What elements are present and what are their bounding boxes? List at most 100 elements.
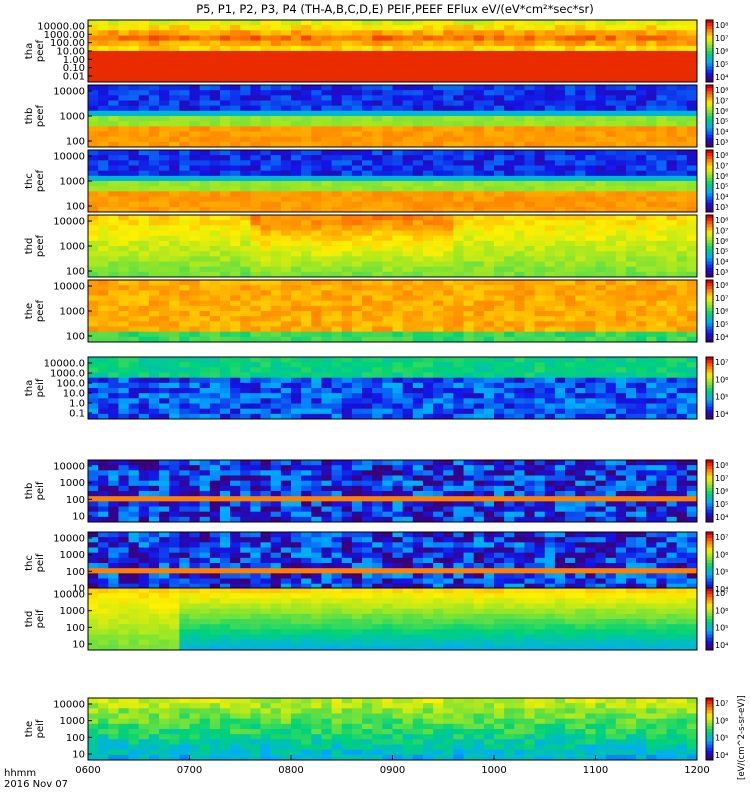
heatmap-cell [362, 506, 373, 513]
heatmap-cell [311, 501, 322, 507]
y-tick-label: 100 [66, 267, 85, 278]
heatmap-cell [392, 121, 404, 127]
heatmap-cell [676, 215, 688, 221]
heatmap-cell [189, 20, 201, 26]
heatmap-cell [433, 465, 444, 471]
heatmap-cell [625, 225, 637, 231]
heatmap-cell [422, 316, 434, 322]
heatmap-cell [575, 116, 586, 122]
heatmap-cell [595, 326, 607, 333]
heatmap-cell [433, 300, 444, 307]
heatmap-cell [686, 141, 698, 148]
heatmap-cell [686, 398, 698, 404]
heatmap-cell [443, 175, 454, 182]
heatmap-cell [128, 331, 140, 338]
heatmap-cell [382, 475, 393, 482]
heatmap-cell [575, 300, 586, 307]
heatmap-cell [382, 201, 393, 208]
heatmap-cell [524, 408, 535, 415]
heatmap-cell [362, 105, 373, 112]
heatmap-cell [615, 280, 627, 286]
heatmap-cell [524, 186, 535, 192]
heatmap-cell [463, 126, 475, 132]
heatmap-cell [483, 251, 495, 257]
heatmap-cell [301, 110, 312, 117]
heatmap-cell [646, 116, 657, 122]
heatmap-cell [260, 305, 272, 312]
heatmap-cell [362, 155, 373, 161]
heatmap-cell [108, 131, 119, 138]
colorbar-step [706, 286, 713, 290]
heatmap-cell [88, 61, 99, 67]
heatmap-cell [108, 501, 119, 507]
y-tick-label: 1.0 [69, 399, 85, 410]
heatmap-cell [412, 181, 424, 187]
heatmap-cell [108, 90, 119, 96]
heatmap-cell [199, 388, 211, 394]
heatmap-cell [524, 256, 535, 262]
heatmap-cell [138, 30, 150, 36]
heatmap-cell [605, 181, 617, 187]
heatmap-cell [270, 170, 282, 177]
heatmap-cell [595, 321, 607, 327]
heatmap-cell [280, 35, 292, 42]
heatmap-cell [209, 398, 221, 404]
heatmap-cell [199, 215, 211, 221]
heatmap-cell [392, 66, 404, 73]
heatmap-cell [453, 66, 464, 73]
heatmap-cell [392, 155, 404, 161]
colorbar-tick-label: 10⁷ [715, 226, 728, 235]
heatmap-cell [443, 240, 454, 247]
heatmap-cell [433, 100, 444, 107]
heatmap-cell [250, 413, 261, 420]
heatmap-cell [565, 71, 576, 78]
heatmap-cell [108, 56, 119, 62]
heatmap-cell [88, 362, 99, 368]
heatmap-cell [118, 220, 129, 226]
heatmap-cell [504, 220, 515, 226]
heatmap-cell [179, 266, 190, 273]
heatmap-cell [189, 141, 201, 148]
heatmap-cell [250, 506, 261, 513]
heatmap-cell [453, 51, 464, 57]
heatmap-cell [463, 136, 475, 143]
heatmap-cell [463, 266, 475, 273]
heatmap-cell [676, 230, 688, 237]
heatmap-cell [108, 196, 119, 203]
heatmap-cell [331, 256, 343, 262]
heatmap-cell [443, 191, 454, 197]
heatmap-cell [351, 165, 363, 172]
heatmap-cell [514, 170, 525, 177]
heatmap-cell [362, 76, 373, 83]
heatmap-cell [159, 485, 170, 492]
heatmap-cell [321, 131, 332, 138]
heatmap-cell [412, 305, 424, 312]
heatmap-cell [260, 131, 272, 138]
colorbar-tick-label: 10⁸ [715, 86, 728, 95]
heatmap-cell [108, 126, 119, 132]
heatmap-cell [179, 470, 190, 476]
heatmap-cell [595, 388, 607, 394]
heatmap-cell [646, 326, 657, 333]
heatmap-cell [250, 160, 261, 166]
heatmap-cell [219, 170, 231, 177]
heatmap-cell [585, 40, 596, 47]
heatmap-cell [148, 388, 160, 394]
heatmap-cell [118, 181, 129, 187]
heatmap-cell [148, 403, 160, 410]
heatmap-cell [270, 326, 282, 333]
heatmap-cell [311, 465, 322, 471]
heatmap-cell [636, 116, 647, 122]
heatmap-cell [138, 357, 150, 363]
heatmap-cell [291, 155, 302, 161]
heatmap-cell [169, 256, 180, 262]
heatmap-cell [189, 316, 201, 322]
heatmap-cell [260, 403, 272, 410]
heatmap-cell [514, 326, 525, 333]
heatmap-cell [341, 35, 353, 42]
heatmap-cell [453, 367, 464, 373]
heatmap-cell [230, 71, 241, 78]
colorbar-tick-label: 10⁴ [715, 128, 728, 137]
colorbar-step [706, 174, 713, 179]
heatmap-cell [128, 408, 140, 415]
